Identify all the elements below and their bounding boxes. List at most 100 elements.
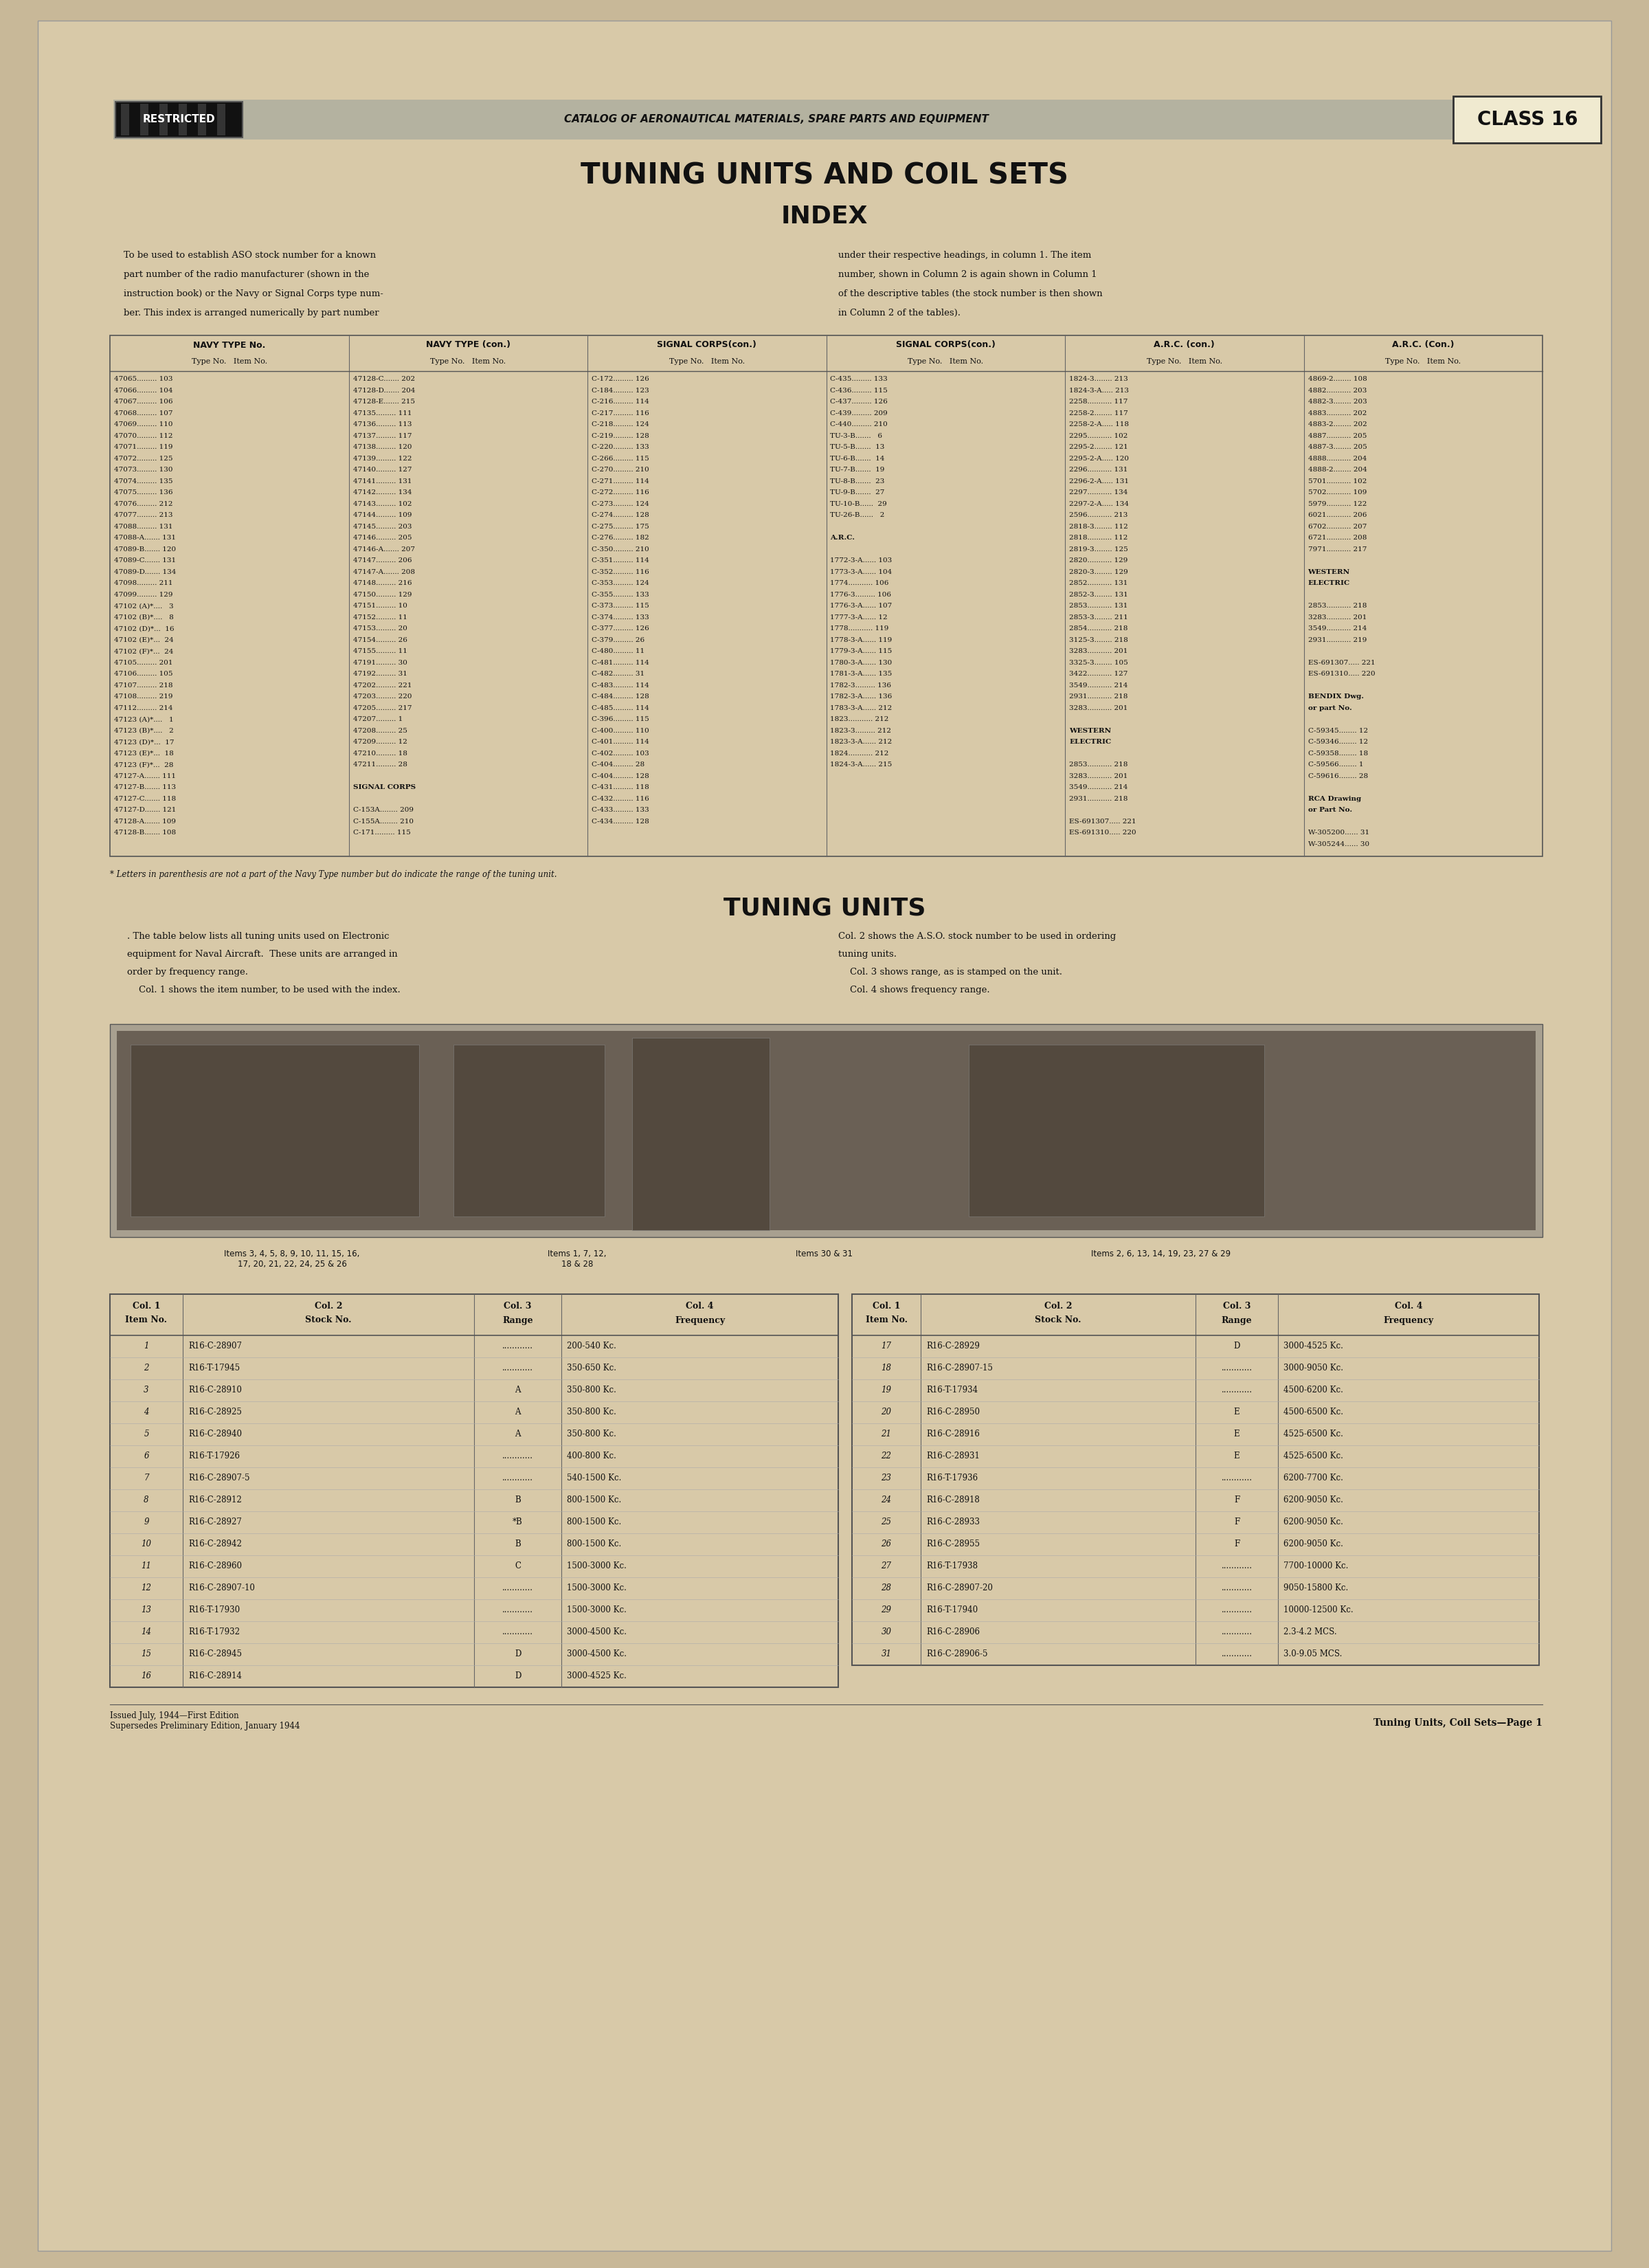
Text: C-432......... 116: C-432......... 116 [592,796,650,803]
Text: 47192......... 31: 47192......... 31 [353,671,407,678]
Text: 4869-2........ 108: 4869-2........ 108 [1308,376,1367,383]
Text: instruction book) or the Navy or Signal Corps type num-: instruction book) or the Navy or Signal … [124,290,383,299]
Text: 47073......... 130: 47073......... 130 [114,467,173,474]
Text: ............: ............ [1222,1474,1252,1483]
Text: 12: 12 [142,1583,152,1592]
Text: W-305244...... 30: W-305244...... 30 [1308,841,1369,848]
Text: 4888........... 204: 4888........... 204 [1308,456,1367,463]
Text: SIGNAL CORPS(con.): SIGNAL CORPS(con.) [895,340,996,349]
Text: 47138......... 120: 47138......... 120 [353,445,412,449]
Text: R16-C-28906-5: R16-C-28906-5 [927,1649,988,1658]
Text: Items 30 & 31: Items 30 & 31 [796,1250,853,1259]
Text: 2258-2........ 117: 2258-2........ 117 [1069,411,1128,417]
Text: 47128-E....... 215: 47128-E....... 215 [353,399,414,406]
Text: 47102 (D)*...  16: 47102 (D)*... 16 [114,626,175,633]
Text: 350-800 Kc.: 350-800 Kc. [567,1429,617,1438]
Text: TU-9-B.......  27: TU-9-B....... 27 [831,490,886,497]
Text: R16-C-28910: R16-C-28910 [188,1386,242,1395]
Text: R16-C-28945: R16-C-28945 [188,1649,242,1658]
Bar [632,1039,770,1229]
Text: F: F [1233,1497,1240,1504]
Text: TU-7-B.......  19: TU-7-B....... 19 [831,467,886,474]
Text: 1776-3-A...... 107: 1776-3-A...... 107 [831,603,892,610]
Text: 1824-3........ 213: 1824-3........ 213 [1069,376,1128,383]
Text: 540-1500 Kc.: 540-1500 Kc. [567,1474,622,1483]
Text: 1781-3-A...... 135: 1781-3-A...... 135 [831,671,892,678]
Bar [110,1295,838,1687]
Text: 9: 9 [143,1517,148,1526]
Text: 3000-4525 Kc.: 3000-4525 Kc. [567,1672,627,1681]
Text: ............: ............ [503,1606,533,1615]
Text: C-435......... 133: C-435......... 133 [831,376,887,383]
Text: C-355......... 133: C-355......... 133 [592,592,650,599]
Text: C-483......... 114: C-483......... 114 [592,683,650,689]
Text: 1824-3-A..... 213: 1824-3-A..... 213 [1069,388,1130,395]
Text: C-401......... 114: C-401......... 114 [592,739,650,744]
Text: 47102 (E)*...  24: 47102 (E)*... 24 [114,637,173,644]
Text: 47146-A....... 207: 47146-A....... 207 [353,547,414,553]
Text: Col. 1: Col. 1 [132,1302,160,1311]
Text: 2819-3........ 125: 2819-3........ 125 [1069,547,1128,553]
Text: *B: *B [513,1517,523,1526]
Text: 4883........... 202: 4883........... 202 [1308,411,1367,417]
Text: R16-C-28929: R16-C-28929 [927,1343,980,1352]
Text: RCA Drawing: RCA Drawing [1308,796,1360,803]
Text: 2853-3........ 211: 2853-3........ 211 [1069,615,1128,621]
Text: Col. 4: Col. 4 [686,1302,714,1311]
Text: A: A [514,1408,521,1418]
Text: 2295-2........ 121: 2295-2........ 121 [1069,445,1128,449]
Text: 5702........... 109: 5702........... 109 [1308,490,1367,497]
Text: ............: ............ [1222,1583,1252,1592]
Bar [970,1046,1265,1216]
Text: WESTERN: WESTERN [1069,728,1111,735]
Text: ELECTRIC: ELECTRIC [1308,581,1351,587]
Text: 47123 (A)*....   1: 47123 (A)*.... 1 [114,717,173,721]
Text: R16-C-28931: R16-C-28931 [927,1452,980,1461]
Text: 2854........... 218: 2854........... 218 [1069,626,1128,633]
Text: 6200-7700 Kc.: 6200-7700 Kc. [1283,1474,1344,1483]
Text: C-440......... 210: C-440......... 210 [831,422,887,426]
Text: 47127-A....... 111: 47127-A....... 111 [114,773,176,780]
Text: 47067......... 106: 47067......... 106 [114,399,173,406]
Text: Type No.   Item No.: Type No. Item No. [191,358,267,365]
Text: 2297........... 134: 2297........... 134 [1069,490,1128,497]
Text: 3283........... 201: 3283........... 201 [1308,615,1367,621]
Text: 47211......... 28: 47211......... 28 [353,762,407,767]
Text: C-485......... 114: C-485......... 114 [592,705,650,712]
Text: 3000-4525 Kc.: 3000-4525 Kc. [1283,1343,1344,1352]
Text: 3283........... 201: 3283........... 201 [1069,773,1128,780]
Text: ............: ............ [503,1628,533,1637]
Text: R16-T-17926: R16-T-17926 [188,1452,239,1461]
Text: C-481......... 114: C-481......... 114 [592,660,650,667]
Bar [120,104,129,136]
Text: 3283........... 201: 3283........... 201 [1069,649,1128,655]
Text: 47108......... 219: 47108......... 219 [114,694,173,701]
Text: C-270......... 210: C-270......... 210 [592,467,650,474]
Text: 3422........... 127: 3422........... 127 [1069,671,1128,678]
Text: 13: 13 [142,1606,152,1615]
Text: D: D [514,1649,521,1658]
Text: Range: Range [1222,1315,1252,1325]
Text: 47088-A....... 131: 47088-A....... 131 [114,535,176,542]
Text: A.R.C. (con.): A.R.C. (con.) [1154,340,1215,349]
Text: 47070......... 112: 47070......... 112 [114,433,173,440]
Text: R16-T-17945: R16-T-17945 [188,1363,239,1372]
Text: 47128-C....... 202: 47128-C....... 202 [353,376,416,383]
Text: Col. 2 shows the A.S.O. stock number to be used in ordering: Col. 2 shows the A.S.O. stock number to … [838,932,1116,941]
Text: 47127-B....... 113: 47127-B....... 113 [114,785,176,792]
Text: W-305200...... 31: W-305200...... 31 [1308,830,1369,837]
Text: in Column 2 of the tables).: in Column 2 of the tables). [838,308,960,318]
Text: 47099......... 129: 47099......... 129 [114,592,173,599]
Text: To be used to establish ASO stock number for a known: To be used to establish ASO stock number… [124,252,376,261]
Text: Col. 1 shows the item number, to be used with the index.: Col. 1 shows the item number, to be used… [127,987,401,993]
Text: R16-C-28914: R16-C-28914 [188,1672,242,1681]
Text: Col. 2: Col. 2 [315,1302,343,1311]
Text: 4882........... 203: 4882........... 203 [1308,388,1367,395]
Text: 2: 2 [143,1363,148,1372]
Text: R16-T-17932: R16-T-17932 [188,1628,239,1637]
Text: 2931........... 218: 2931........... 218 [1069,796,1128,803]
Text: part number of the radio manufacturer (shown in the: part number of the radio manufacturer (s… [124,270,369,279]
Text: 47127-C....... 118: 47127-C....... 118 [114,796,176,803]
Text: 47128-B....... 108: 47128-B....... 108 [114,830,176,837]
Text: ELECTRIC: ELECTRIC [1069,739,1111,744]
